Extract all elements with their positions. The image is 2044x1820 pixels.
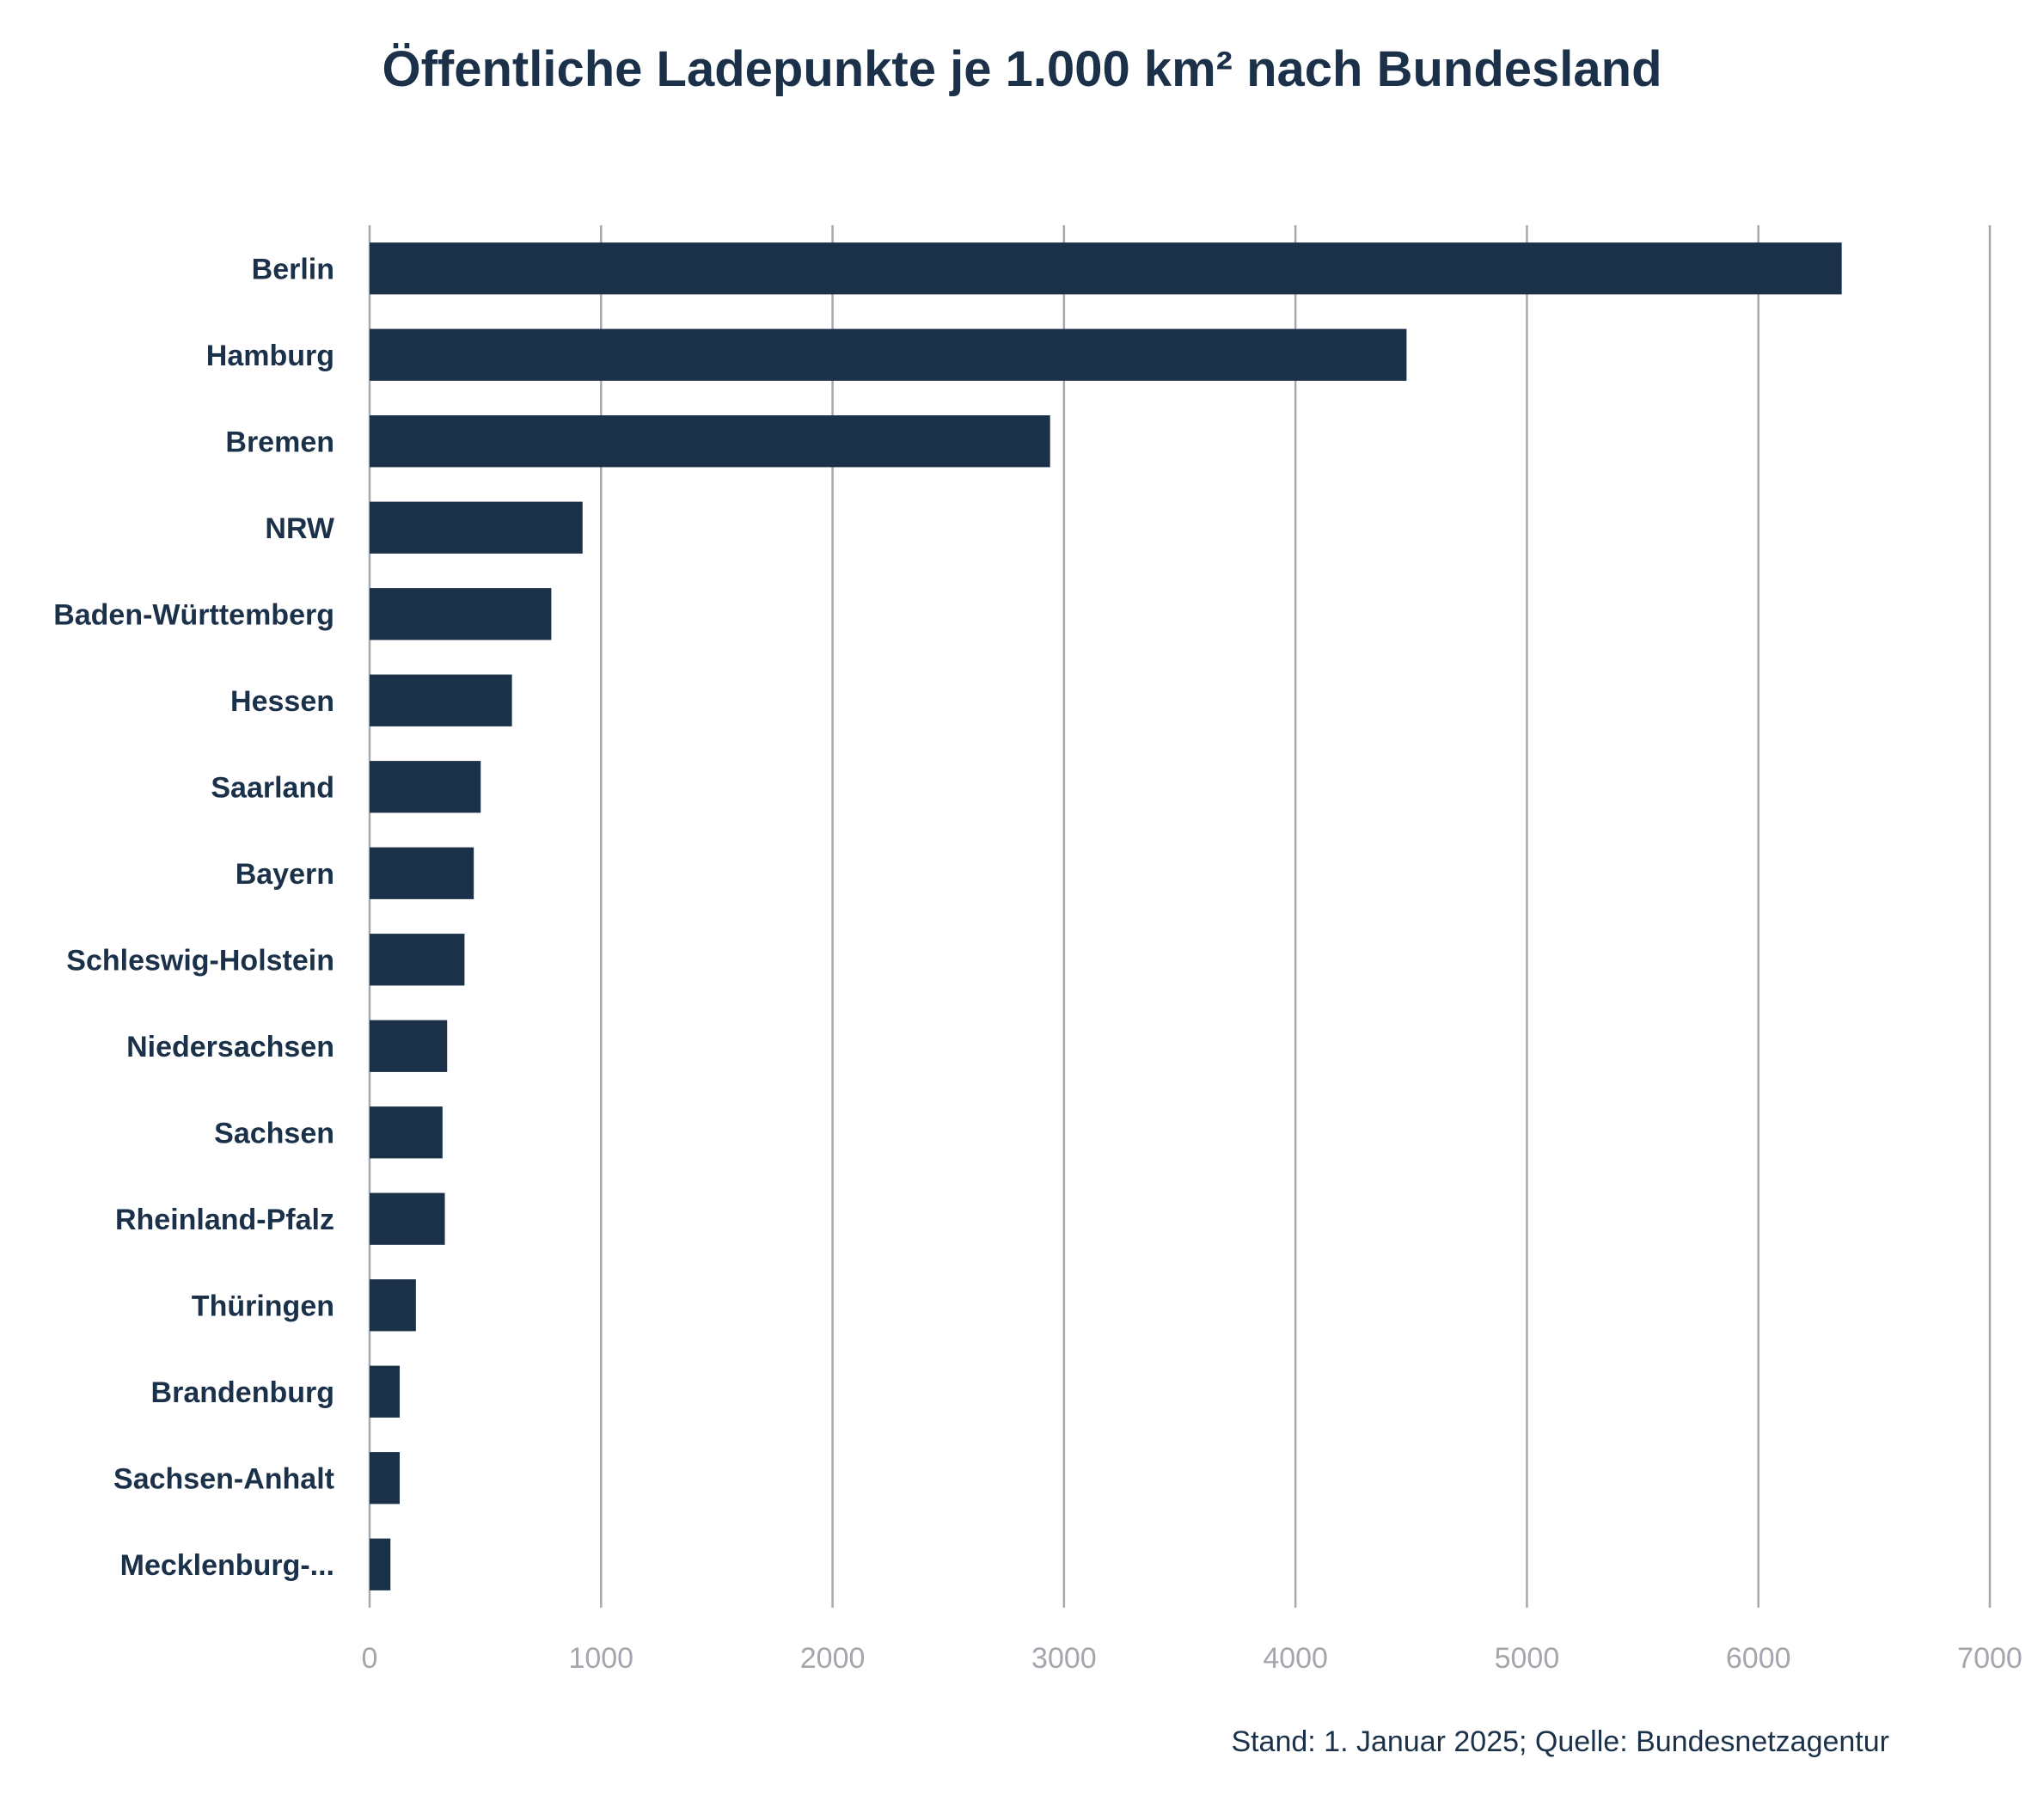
bar xyxy=(370,415,1050,468)
category-label: Hessen xyxy=(230,685,334,718)
category-label: Baden-Württemberg xyxy=(53,598,334,631)
bar xyxy=(370,242,1842,295)
source-note: Stand: 1. Januar 2025; Quelle: Bundesnet… xyxy=(1231,1725,1889,1758)
bar xyxy=(370,588,552,640)
x-tick-label: 2000 xyxy=(800,1642,866,1675)
bar xyxy=(370,1538,391,1590)
bar xyxy=(370,1365,401,1418)
category-label: Berlin xyxy=(252,253,334,285)
bar xyxy=(370,761,481,813)
x-tick-label: 5000 xyxy=(1495,1642,1560,1675)
bar xyxy=(370,1192,445,1245)
x-tick-label: 1000 xyxy=(568,1642,633,1675)
x-axis-tick-labels: 0 1000 2000 3000 4000 5000 6000 7000 xyxy=(362,1642,2023,1675)
bar xyxy=(370,1279,416,1332)
category-label: Sachsen xyxy=(214,1117,334,1149)
x-tick-label: 4000 xyxy=(1263,1642,1328,1675)
category-labels: Berlin Hamburg Bremen NRW Baden-Württemberg H… xyxy=(53,253,335,1582)
bar xyxy=(370,501,583,554)
bar xyxy=(370,934,465,986)
category-label: Brandenburg xyxy=(151,1376,334,1409)
category-label: Hamburg xyxy=(206,340,334,372)
bar xyxy=(370,847,474,899)
bar xyxy=(370,674,512,726)
x-tick-label: 6000 xyxy=(1726,1642,1791,1675)
x-tick-label: 3000 xyxy=(1031,1642,1097,1675)
category-label: Sachsen-Anhalt xyxy=(113,1462,334,1495)
category-label: Bayern xyxy=(236,858,334,891)
category-label: Schleswig-Holstein xyxy=(66,944,334,977)
bar xyxy=(370,1020,448,1072)
bar xyxy=(370,328,1407,381)
category-label: NRW xyxy=(265,512,334,545)
category-label: Niedersachsen xyxy=(126,1031,334,1063)
category-label: Bremen xyxy=(225,426,334,458)
category-label: Rheinland-Pfalz xyxy=(115,1204,334,1236)
category-label: Saarland xyxy=(211,771,334,804)
category-label: Mecklenburg-... xyxy=(120,1549,334,1582)
bars xyxy=(370,242,1842,1590)
x-tick-label: 0 xyxy=(362,1642,378,1675)
category-label: Thüringen xyxy=(192,1290,334,1322)
bar xyxy=(370,1452,401,1504)
chart-title: Öffentliche Ladepunkte je 1.000 km² nach… xyxy=(382,41,1662,97)
x-tick-label: 7000 xyxy=(1957,1642,2023,1675)
bar xyxy=(370,1106,443,1159)
